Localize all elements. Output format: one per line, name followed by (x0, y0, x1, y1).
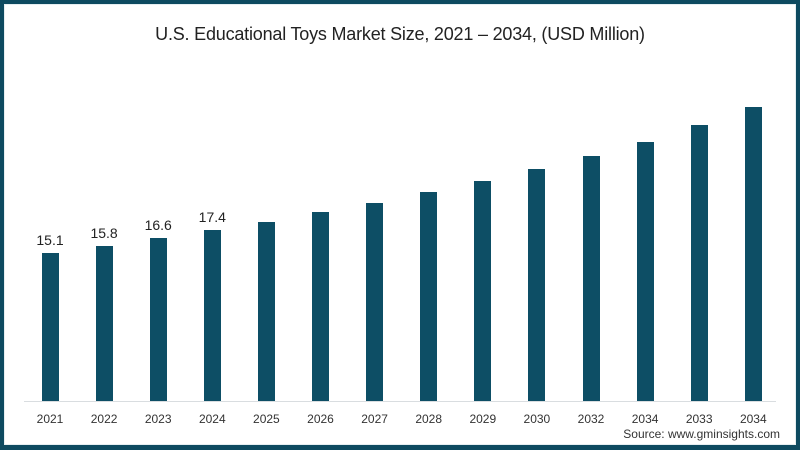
x-tick-label: 2030 (523, 412, 551, 426)
bar (203, 230, 221, 401)
bar (312, 211, 329, 401)
bar (420, 192, 438, 401)
data-label: 15.8 (90, 225, 118, 242)
bar (149, 238, 167, 401)
data-label: 16.6 (144, 217, 172, 234)
x-tick-label: 2034 (739, 412, 767, 426)
x-tick-label: 2034 (631, 412, 659, 426)
x-tick-label: 2022 (90, 412, 118, 426)
x-tick-label: 2032 (577, 412, 605, 426)
x-tick-label: 2025 (253, 412, 280, 426)
bar (366, 203, 384, 401)
bar (582, 156, 600, 401)
source-note: Source: www.gminsights.com (623, 427, 780, 441)
bar (744, 107, 762, 401)
x-tick-label: 2033 (685, 412, 713, 426)
x-tick-label: 2023 (144, 412, 172, 426)
x-tick-label: 2026 (307, 412, 334, 426)
x-tick-label: 2028 (415, 412, 443, 426)
bar (95, 246, 113, 401)
bar (257, 221, 275, 401)
x-tick-label: 2021 (36, 412, 64, 426)
x-tick-label: 2029 (469, 412, 497, 426)
data-label: 17.4 (198, 209, 226, 226)
x-tick-label: 2024 (198, 412, 226, 426)
bar (636, 142, 654, 401)
x-axis-line (24, 401, 776, 402)
bar (528, 168, 546, 401)
bar (41, 253, 59, 401)
data-label: 15.1 (36, 232, 64, 249)
bar (690, 124, 708, 401)
bar (474, 181, 492, 401)
chart-title: U.S. Educational Toys Market Size, 2021 … (155, 24, 645, 44)
x-tick-label: 2027 (361, 412, 388, 426)
